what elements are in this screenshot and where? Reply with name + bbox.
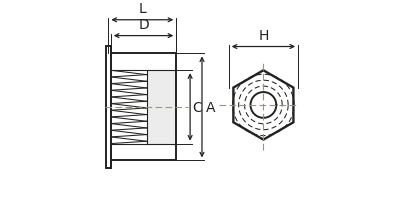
Bar	[111, 54, 176, 161]
Text: C: C	[192, 100, 202, 114]
Bar	[106, 46, 111, 169]
Text: D: D	[138, 18, 149, 32]
Text: A: A	[206, 100, 215, 114]
Text: H: H	[258, 28, 268, 42]
Bar	[146, 71, 176, 144]
Polygon shape	[233, 71, 294, 140]
Bar	[106, 46, 111, 169]
Text: L: L	[138, 2, 146, 16]
Bar	[111, 54, 176, 161]
